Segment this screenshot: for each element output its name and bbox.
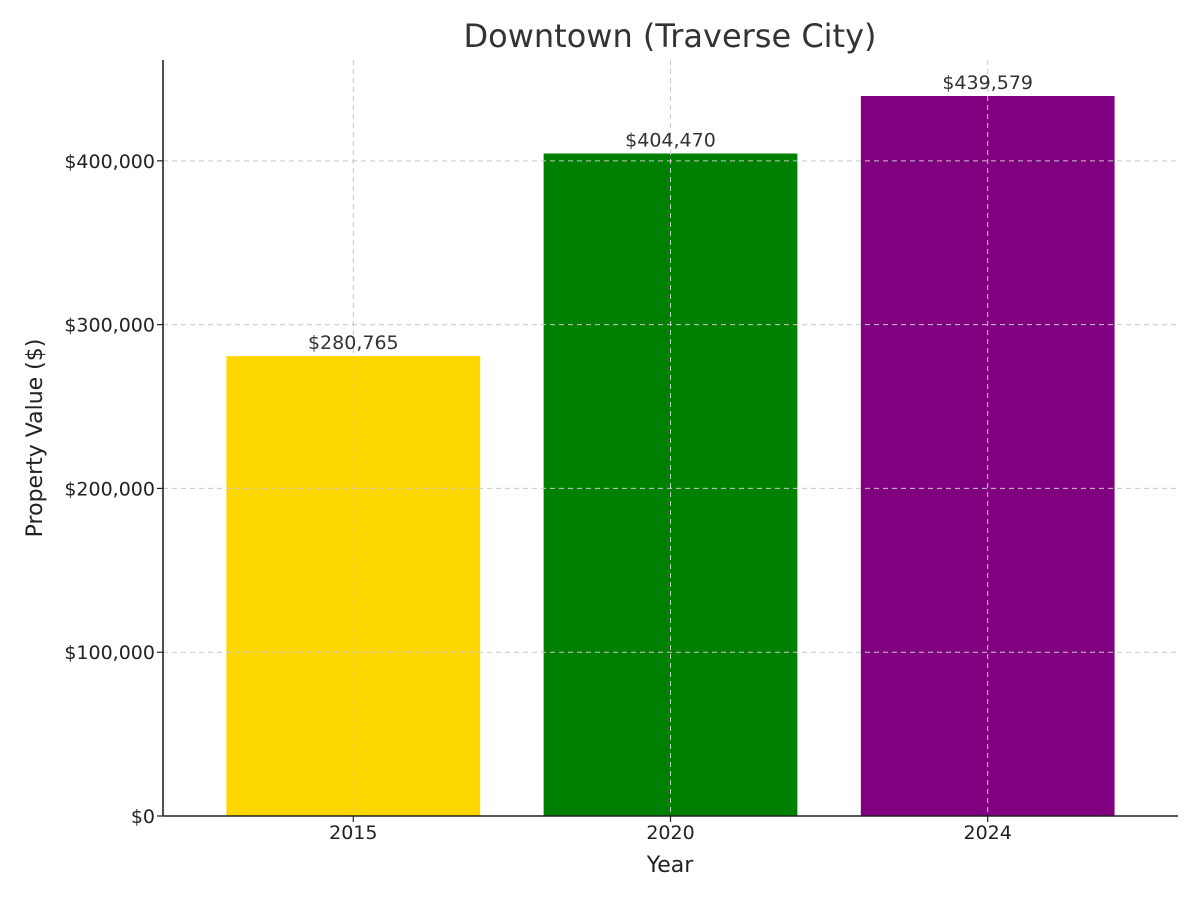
data-label-2015: $280,765 xyxy=(308,332,399,354)
y-tick-label: $0 xyxy=(131,806,155,828)
y-tick-label: $100,000 xyxy=(64,642,155,664)
data-label-2024: $439,579 xyxy=(942,72,1033,94)
data-label-2020: $404,470 xyxy=(625,130,716,152)
y-tick-label: $300,000 xyxy=(64,315,155,337)
x-tick-label: 2020 xyxy=(646,822,694,844)
data-labels-layer: $280,765 $404,470 $439,579 xyxy=(308,72,1033,354)
x-axis-label: Year xyxy=(646,853,695,878)
x-tick-label: 2024 xyxy=(964,822,1012,844)
y-axis-label: Property Value ($) xyxy=(23,339,48,538)
y-tick-label: $400,000 xyxy=(64,151,155,173)
x-tick-label: 2015 xyxy=(329,822,377,844)
chart-title: Downtown (Traverse City) xyxy=(463,17,876,55)
ticks-layer: $0 $100,000 $200,000 $300,000 $400,000 2015 20… xyxy=(64,151,1012,844)
y-tick-label: $200,000 xyxy=(64,478,155,500)
